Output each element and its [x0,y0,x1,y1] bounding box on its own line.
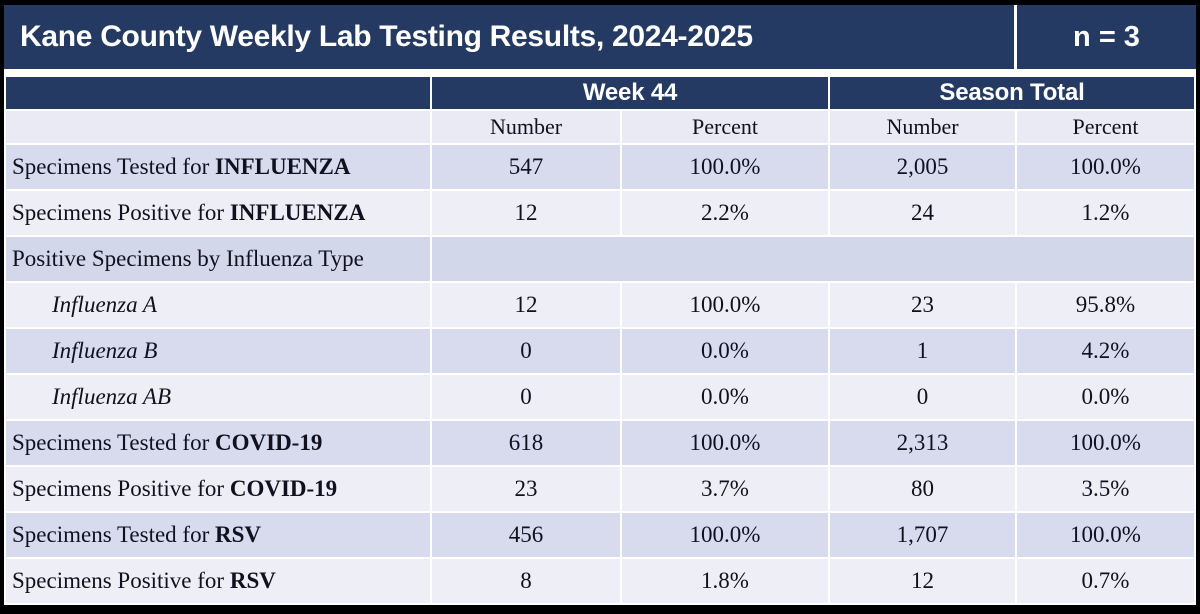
value-cell: 2.2% [622,191,829,235]
table-row: Positive Specimens by Influenza Type [6,237,1194,281]
group-header-week: Week 44 [432,77,829,109]
table-row: Specimens Positive for RSV 8 1.8% 12 0.7% [6,559,1194,603]
value-cell: 547 [432,145,620,189]
row-label: Positive Specimens by Influenza Type [6,237,430,281]
title-separator [4,69,1196,75]
sub-header-row: Number Percent Number Percent [6,111,1194,143]
table-row: Influenza B 0 0.0% 1 4.2% [6,329,1194,373]
page-title: Kane County Weekly Lab Testing Results, … [4,5,1014,69]
table-row: Specimens Tested for RSV 456 100.0% 1,707 10… [6,513,1194,557]
value-cell: 1.2% [1017,191,1194,235]
value-cell: 100.0% [622,283,829,327]
value-cell: 23 [830,283,1016,327]
value-cell: 100.0% [1017,421,1194,465]
value-cell: 100.0% [622,513,829,557]
value-cell: 456 [432,513,620,557]
value-cell: 12 [432,283,620,327]
value-cell: 100.0% [622,145,829,189]
value-cell: 1,707 [830,513,1016,557]
group-header-spacer [6,77,430,109]
value-cell: 1 [830,329,1016,373]
value-cell: 0.0% [622,329,829,373]
sub-header-season-number: Number [830,111,1016,143]
value-cell: 4.2% [1017,329,1194,373]
value-cell: 80 [830,467,1016,511]
value-cell: 0.0% [1017,375,1194,419]
table-row: Specimens Positive for COVID-19 23 3.7% 80 3… [6,467,1194,511]
row-label: Specimens Positive for RSV [6,559,430,603]
row-label: Specimens Tested for INFLUENZA [6,145,430,189]
value-cell: 618 [432,421,620,465]
row-label: Specimens Tested for COVID-19 [6,421,430,465]
sub-header-season-percent: Percent [1017,111,1194,143]
value-cell: 23 [432,467,620,511]
sub-header-week-percent: Percent [622,111,829,143]
row-label: Specimens Positive for COVID-19 [6,467,430,511]
value-cell: 0.0% [622,375,829,419]
row-label: Influenza AB [6,375,430,419]
table-row: Specimens Tested for INFLUENZA 547 100.0% 2… [6,145,1194,189]
sub-header-spacer [6,111,430,143]
results-table: Week 44 Season Total Number Percent Numb… [4,75,1196,605]
title-bar: Kane County Weekly Lab Testing Results, … [4,5,1196,69]
group-header-season: Season Total [830,77,1194,109]
n-count-badge: n = 3 [1017,5,1196,69]
table-row: Specimens Tested for COVID-19 618 100.0% 2,… [6,421,1194,465]
value-cell: 1.8% [622,559,829,603]
table-row: Influenza AB 0 0.0% 0 0.0% [6,375,1194,419]
table-body: Specimens Tested for INFLUENZA 547 100.0% 2… [6,145,1194,603]
value-cell: 0 [830,375,1016,419]
value-cell: 12 [830,559,1016,603]
merged-empty-cell [432,237,1194,281]
value-cell: 3.5% [1017,467,1194,511]
value-cell: 0 [432,375,620,419]
row-label: Influenza A [6,283,430,327]
row-label: Influenza B [6,329,430,373]
value-cell: 8 [432,559,620,603]
value-cell: 100.0% [1017,513,1194,557]
sub-header-week-number: Number [432,111,620,143]
value-cell: 100.0% [622,421,829,465]
value-cell: 95.8% [1017,283,1194,327]
table-row: Specimens Positive for INFLUENZA 12 2.2% 24… [6,191,1194,235]
row-label: Specimens Tested for RSV [6,513,430,557]
value-cell: 24 [830,191,1016,235]
value-cell: 3.7% [622,467,829,511]
group-header-row: Week 44 Season Total [6,77,1194,109]
report-body: Kane County Weekly Lab Testing Results, … [4,5,1196,605]
value-cell: 100.0% [1017,145,1194,189]
value-cell: 2,313 [830,421,1016,465]
value-cell: 12 [432,191,620,235]
value-cell: 2,005 [830,145,1016,189]
row-label: Specimens Positive for INFLUENZA [6,191,430,235]
value-cell: 0.7% [1017,559,1194,603]
value-cell: 0 [432,329,620,373]
table-row: Influenza A 12 100.0% 23 95.8% [6,283,1194,327]
